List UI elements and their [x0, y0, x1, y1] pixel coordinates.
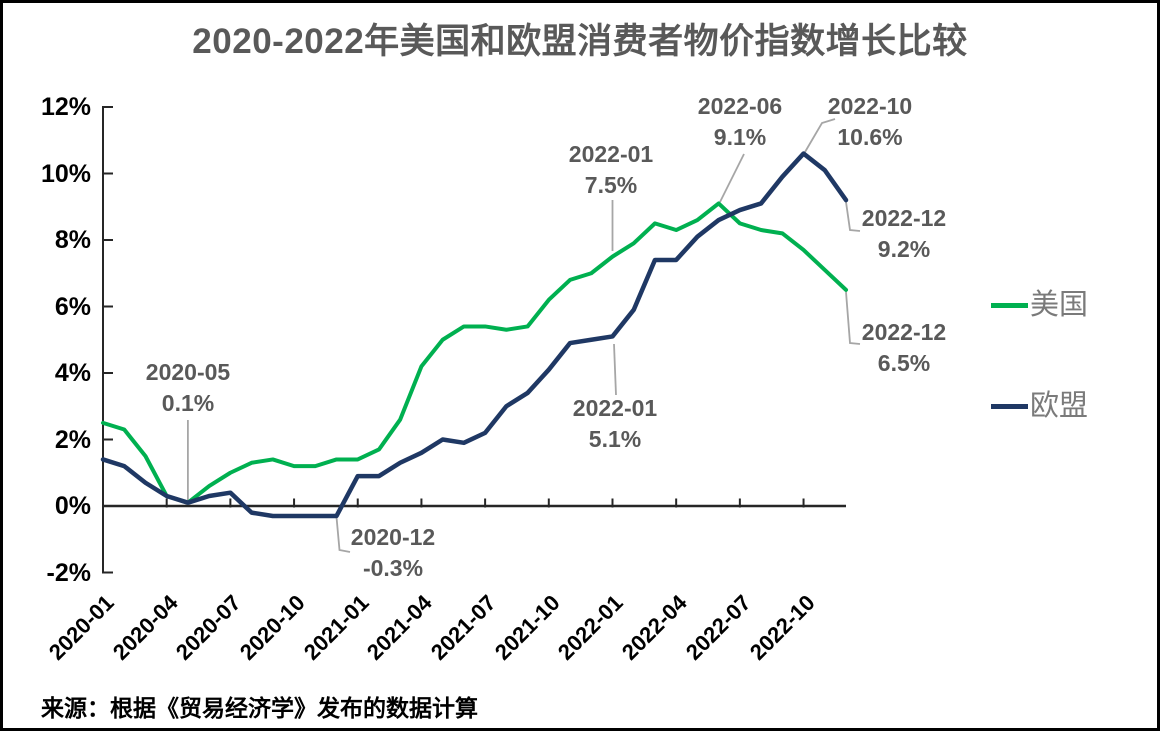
annotation-eu-2022-10: 2022-10 10.6%: [828, 91, 912, 153]
chart-title: 2020-2022年美国和欧盟消费者物价指数增长比较: [192, 22, 968, 61]
us-line-swatch: [991, 302, 1028, 308]
annotation-value: 10.6%: [837, 124, 903, 150]
annotation-date: 2020-05: [145, 359, 231, 385]
annotation-us-2020-05: 2020-05 0.1%: [146, 357, 230, 419]
legend-item-eu: 欧盟: [991, 390, 1088, 422]
leader-line-eu-2020-12: [335, 516, 351, 553]
annotation-date: 2022-01: [568, 141, 654, 167]
leader-line-us-2022-12: [845, 291, 861, 345]
y-axis-tick-label: 0%: [54, 492, 91, 520]
source-note: 来源：根据《贸易经济学》发布的数据计算: [41, 695, 478, 721]
annotation-us-2022-06: 2022-06 9.1%: [698, 91, 782, 153]
leader-line-eu-2022-01: [613, 343, 617, 396]
annotation-us-2022-12: 2022-12 6.5%: [862, 317, 946, 379]
leader-line-eu-2022-10: [804, 118, 836, 153]
y-axis-tick-label: 2%: [54, 425, 91, 454]
annotation-value: 5.1%: [588, 426, 642, 452]
eu-line-swatch: [991, 403, 1028, 409]
annotation-date: 2022-12: [861, 205, 947, 231]
y-axis-tick-label: 12%: [40, 93, 91, 121]
legend-item-us: 美国: [991, 289, 1088, 321]
annotation-value: -0.3%: [362, 555, 424, 581]
eu-series-line: [100, 151, 849, 519]
y-axis-tick-label: -2%: [46, 558, 91, 587]
annotation-date: 2022-10: [827, 93, 913, 119]
annotation-date: 2022-12: [861, 319, 947, 345]
legend-label-eu: 欧盟: [1030, 390, 1089, 422]
annotation-eu-2020-12: 2020-12 -0.3%: [351, 522, 435, 584]
y-axis-tick-label: 4%: [54, 359, 91, 387]
annotation-date: 2022-01: [572, 395, 658, 421]
y-axis-tick-label: 8%: [54, 226, 91, 254]
annotation-value: 0.1%: [161, 390, 215, 416]
legend-label-us: 美国: [1030, 289, 1089, 321]
leader-line-eu-2022-12: [845, 201, 861, 232]
annotation-eu-2022-01: 2022-01 5.1%: [573, 393, 657, 455]
annotation-value: 9.2%: [877, 236, 931, 262]
annotation-value: 9.1%: [713, 124, 767, 150]
y-axis-tick-label: 10%: [40, 159, 91, 188]
leader-line-us-2022-06: [719, 153, 745, 203]
annotation-date: 2022-06: [697, 93, 783, 119]
y-axis-tick-label: 6%: [54, 292, 91, 321]
annotation-date: 2020-12: [350, 524, 436, 550]
annotation-value: 7.5%: [584, 172, 638, 198]
chart-canvas: [100, 106, 861, 574]
annotation-value: 6.5%: [877, 350, 931, 376]
annotation-eu-2022-12: 2022-12 9.2%: [862, 203, 946, 265]
annotation-us-2022-01: 2022-01 7.5%: [569, 139, 653, 201]
us-series-line: [101, 201, 848, 505]
